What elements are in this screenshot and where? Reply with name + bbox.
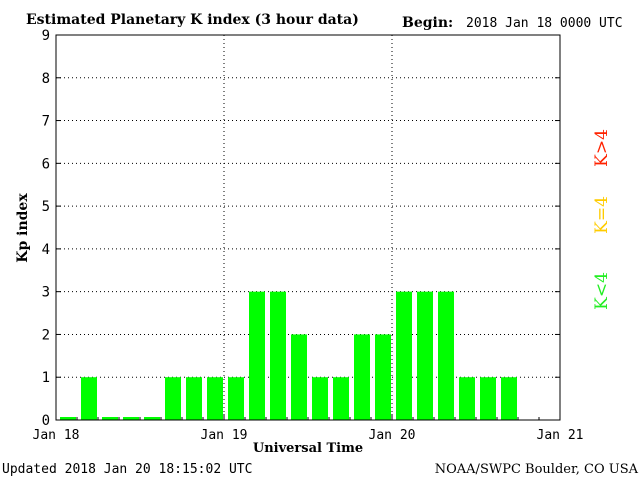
- x-axis-ticks: Jan 18 Jan 19 Jan 20 Jan 21: [33, 414, 584, 443]
- kp-bar: [249, 291, 265, 420]
- chart-title: Estimated Planetary K index (3 hour data…: [26, 12, 359, 28]
- kp-bar: [270, 291, 286, 420]
- bar-series: [60, 291, 517, 420]
- plot-frame: [55, 34, 561, 421]
- y-tick-label: 2: [42, 327, 50, 343]
- kp-bar: [123, 417, 139, 420]
- kp-bar: [333, 377, 349, 420]
- kp-bar: [60, 417, 76, 420]
- begin-label: Begin:: [402, 15, 453, 31]
- kp-bar: [459, 377, 475, 420]
- y-tick-label: 0: [42, 413, 50, 429]
- kp-bar: [165, 377, 181, 420]
- y-tick-label: 1: [42, 370, 50, 386]
- y-tick-label: 9: [42, 28, 50, 44]
- y-tick-label: 6: [42, 156, 50, 172]
- begin-value: 2018 Jan 18 0000 UTC: [466, 16, 623, 31]
- kp-bar: [417, 291, 433, 420]
- grid-lines: [56, 35, 560, 420]
- legend: K>4 K=4 K<4: [592, 129, 612, 310]
- kp-bar: [207, 377, 223, 420]
- y-axis-label: Kp index: [15, 193, 31, 263]
- x-tick-label: Jan 20: [369, 428, 416, 443]
- kp-bar: [501, 377, 517, 420]
- legend-entry: K>4: [592, 129, 612, 167]
- y-tick-label: 3: [42, 285, 50, 301]
- source-label: NOAA/SWPC Boulder, CO USA: [435, 462, 639, 477]
- y-tick-label: 4: [42, 242, 50, 258]
- legend-entry: K<4: [592, 272, 612, 310]
- y-axis-ticks: 0 1 2 3 4 5 6 7 8 9: [42, 28, 560, 429]
- kp-bar: [396, 291, 412, 420]
- x-tick-label: Jan 19: [201, 428, 248, 443]
- kp-bar: [228, 377, 244, 420]
- y-tick-label: 7: [42, 114, 50, 130]
- y-tick-label: 8: [42, 71, 50, 87]
- kp-bar: [438, 291, 454, 420]
- y-tick-label: 5: [42, 199, 50, 215]
- kp-bar: [186, 377, 202, 420]
- x-tick-label: Jan 18: [33, 428, 80, 443]
- kp-bar: [480, 377, 496, 420]
- x-tick-label: Jan 21: [537, 428, 584, 443]
- kp-bar: [102, 417, 118, 420]
- legend-entry: K=4: [592, 196, 612, 234]
- updated-timestamp: Updated 2018 Jan 20 18:15:02 UTC: [2, 462, 252, 477]
- kp-bar: [354, 334, 370, 420]
- kp-bar: [312, 377, 328, 420]
- kp-bar: [291, 334, 307, 420]
- kp-bar: [81, 377, 97, 420]
- kp-bar: [144, 417, 160, 420]
- kp-bar: [375, 334, 391, 420]
- x-axis-label: Universal Time: [253, 441, 363, 456]
